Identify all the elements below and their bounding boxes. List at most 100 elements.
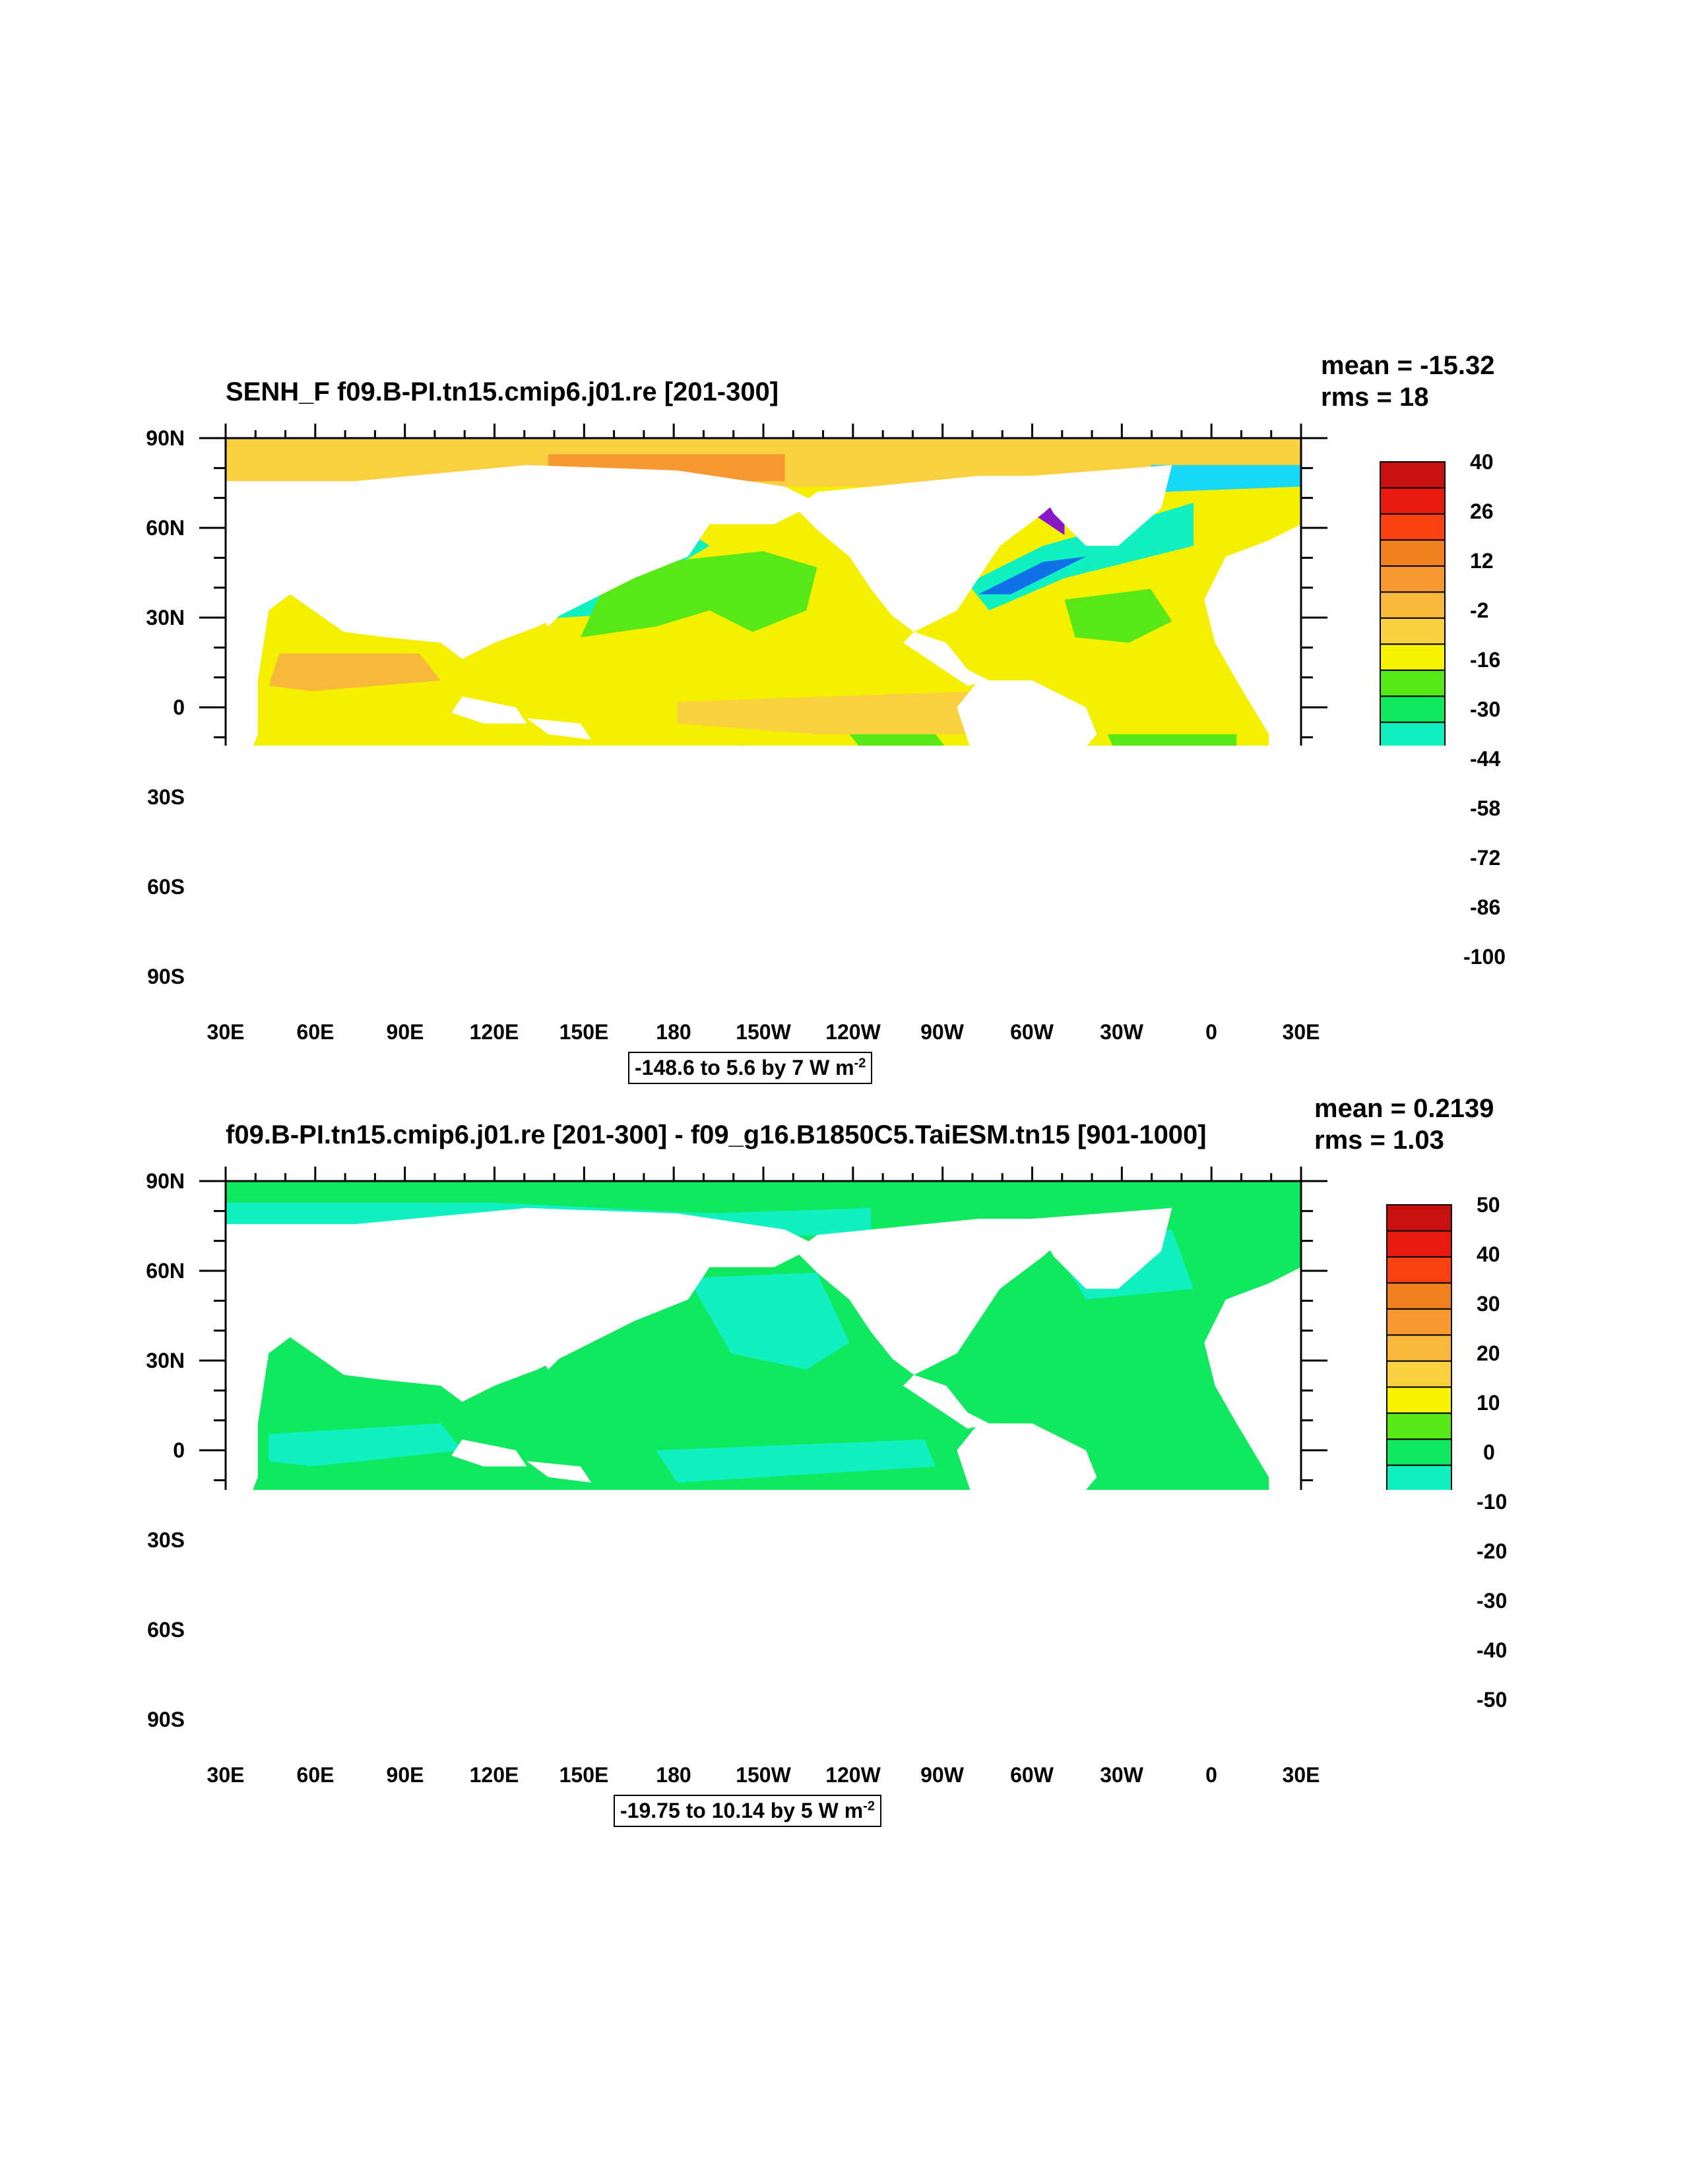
contour-range-text: -19.75 to 10.14 by 5 W m bbox=[620, 1799, 864, 1822]
lon-label: 150E bbox=[559, 1763, 609, 1787]
lon-label: 0 bbox=[1205, 1763, 1217, 1787]
field-region bbox=[269, 653, 441, 691]
lon-label: 180 bbox=[656, 1020, 691, 1044]
lat-label: 30N bbox=[146, 1349, 185, 1372]
colorbar-box bbox=[1386, 1334, 1452, 1362]
lon-label: 60W bbox=[1010, 1763, 1054, 1787]
colorbar-label: -40 bbox=[1477, 1638, 1508, 1662]
colorbar-box bbox=[1380, 487, 1446, 515]
field-region bbox=[656, 1439, 936, 1483]
colorbar-box bbox=[1386, 1438, 1452, 1466]
colorbar-box bbox=[1380, 695, 1446, 723]
colorbar-box bbox=[1380, 513, 1446, 541]
colorbar-label: -30 bbox=[1477, 1589, 1508, 1613]
colorbar-box bbox=[1380, 565, 1446, 593]
colorbar-label: 20 bbox=[1477, 1341, 1500, 1365]
lat-label: 30S bbox=[147, 785, 185, 809]
continents bbox=[226, 465, 1301, 746]
lat-label: 60S bbox=[147, 875, 185, 899]
colorbar-label: 30 bbox=[1477, 1292, 1500, 1316]
land-mass bbox=[1032, 1207, 1172, 1289]
field-region bbox=[1107, 734, 1237, 746]
panel-title: SENH_F f09.B-PI.tn15.cmip6.j01.re [201-3… bbox=[226, 377, 779, 406]
lon-label: 60E bbox=[296, 1020, 335, 1044]
land-mass bbox=[451, 696, 527, 724]
land-mass bbox=[903, 631, 990, 686]
colorbar-label: -10 bbox=[1477, 1490, 1508, 1514]
colorbar-box bbox=[1380, 591, 1446, 619]
land-mass bbox=[537, 1337, 570, 1370]
colorbar-label: 0 bbox=[1483, 1440, 1495, 1464]
field-region bbox=[978, 556, 1086, 594]
lat-label: 90S bbox=[147, 1708, 185, 1731]
map-plot bbox=[199, 424, 1446, 746]
lon-label: 30W bbox=[1100, 1020, 1143, 1044]
colorbar-label: -86 bbox=[1470, 895, 1501, 919]
lon-label: 180 bbox=[656, 1763, 691, 1787]
colorbar-label: -16 bbox=[1470, 648, 1501, 672]
colorbar-box bbox=[1380, 617, 1446, 645]
colorbar bbox=[1386, 1204, 1452, 1490]
rms-stat: rms = 18 bbox=[1321, 383, 1429, 412]
unit-exponent: -2 bbox=[863, 1799, 875, 1814]
mean-stat: mean = 0.2139 bbox=[1314, 1094, 1494, 1123]
land-mass bbox=[226, 594, 269, 664]
lon-label: 60E bbox=[296, 1763, 335, 1787]
lat-label: 60N bbox=[146, 516, 185, 540]
lon-label: 30W bbox=[1100, 1763, 1143, 1787]
field-region bbox=[677, 691, 978, 734]
lon-label: 90E bbox=[386, 1763, 424, 1787]
lon-label: 0 bbox=[1205, 1020, 1217, 1044]
land-mass bbox=[226, 465, 817, 746]
lon-label: 30E bbox=[207, 1020, 245, 1044]
field-region bbox=[849, 734, 945, 746]
lat-label: 90N bbox=[146, 1169, 185, 1193]
colorbar-box bbox=[1386, 1308, 1452, 1336]
contour-range-box: -19.75 to 10.14 by 5 W m-2 bbox=[614, 1795, 881, 1827]
field-region bbox=[269, 1423, 462, 1467]
land-mass bbox=[1032, 465, 1172, 546]
colorbar-box bbox=[1386, 1204, 1452, 1232]
colorbar-label: 40 bbox=[1470, 450, 1494, 474]
colorbar-label: 26 bbox=[1470, 499, 1494, 523]
colorbar-label: -30 bbox=[1470, 697, 1501, 721]
colorbar-label: -44 bbox=[1470, 747, 1501, 771]
colorbar-box bbox=[1386, 1230, 1452, 1258]
colorbar-box bbox=[1380, 669, 1446, 697]
land-mass bbox=[226, 1337, 269, 1407]
colorbar-label: -100 bbox=[1463, 945, 1506, 969]
axis-ticks bbox=[199, 1167, 1327, 1481]
field-region bbox=[1064, 589, 1172, 643]
lon-label: 120E bbox=[469, 1020, 519, 1044]
lon-label: 120W bbox=[825, 1763, 881, 1787]
land-mass bbox=[795, 476, 1086, 632]
colorbar-box bbox=[1386, 1360, 1452, 1388]
land-mass bbox=[957, 680, 1097, 746]
continents bbox=[226, 1207, 1301, 1490]
lat-label: 60S bbox=[147, 1618, 185, 1642]
land-mass bbox=[957, 1423, 1097, 1490]
colorbar-label: -2 bbox=[1470, 598, 1489, 622]
lat-label: 30S bbox=[147, 1528, 185, 1552]
land-mass bbox=[1204, 1267, 1301, 1490]
panel-title: f09.B-PI.tn15.cmip6.j01.re [201-300] - f… bbox=[226, 1120, 1207, 1149]
rms-stat: rms = 1.03 bbox=[1314, 1126, 1444, 1155]
land-mass bbox=[226, 1207, 817, 1490]
land-mass bbox=[1204, 524, 1301, 746]
colorbar-label: 50 bbox=[1477, 1193, 1500, 1217]
map-plot bbox=[199, 1167, 1452, 1490]
lat-label: 60N bbox=[146, 1259, 185, 1283]
colorbar-box bbox=[1380, 721, 1446, 746]
colorbar-box bbox=[1386, 1282, 1452, 1310]
colorbar-label: -20 bbox=[1477, 1539, 1508, 1563]
lon-label: 30E bbox=[207, 1763, 245, 1787]
lat-label: 0 bbox=[173, 1438, 185, 1462]
contour-range-box: -148.6 to 5.6 by 7 W m-2 bbox=[628, 1052, 873, 1084]
lat-label: 90N bbox=[146, 426, 185, 450]
colorbar-box bbox=[1380, 643, 1446, 671]
colorbar-label: 10 bbox=[1477, 1391, 1500, 1415]
land-mass bbox=[526, 1461, 592, 1483]
map-panel-2: f09.B-PI.tn15.cmip6.j01.re [201-300] - f… bbox=[0, 744, 1689, 1827]
mean-stat: mean = -15.32 bbox=[1321, 351, 1495, 380]
lon-label: 150E bbox=[559, 1020, 609, 1044]
